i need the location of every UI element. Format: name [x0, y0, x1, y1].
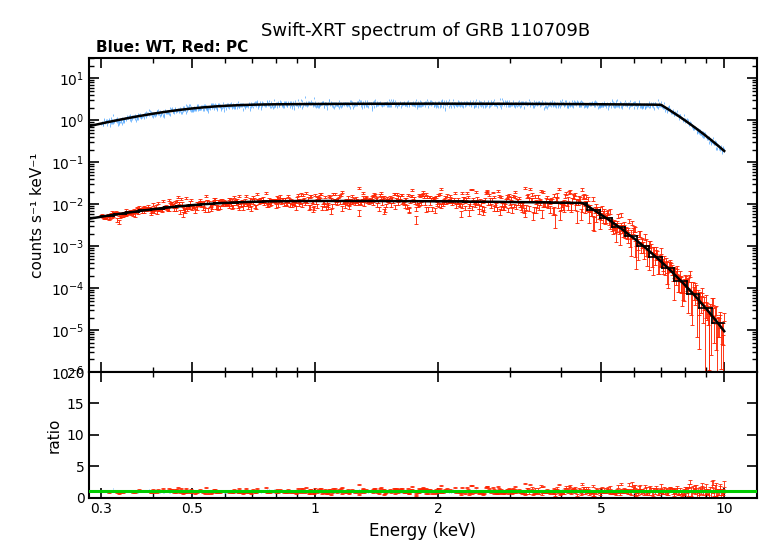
Text: Swift-XRT spectrum of GRB 110709B: Swift-XRT spectrum of GRB 110709B: [261, 22, 590, 40]
Y-axis label: ratio: ratio: [47, 417, 61, 453]
Y-axis label: counts s⁻¹ keV⁻¹: counts s⁻¹ keV⁻¹: [30, 152, 45, 278]
Text: Blue: WT, Red: PC: Blue: WT, Red: PC: [96, 40, 248, 55]
X-axis label: Energy (keV): Energy (keV): [369, 522, 476, 540]
